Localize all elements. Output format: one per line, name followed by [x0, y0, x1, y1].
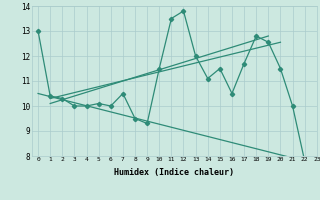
X-axis label: Humidex (Indice chaleur): Humidex (Indice chaleur) — [115, 168, 234, 177]
